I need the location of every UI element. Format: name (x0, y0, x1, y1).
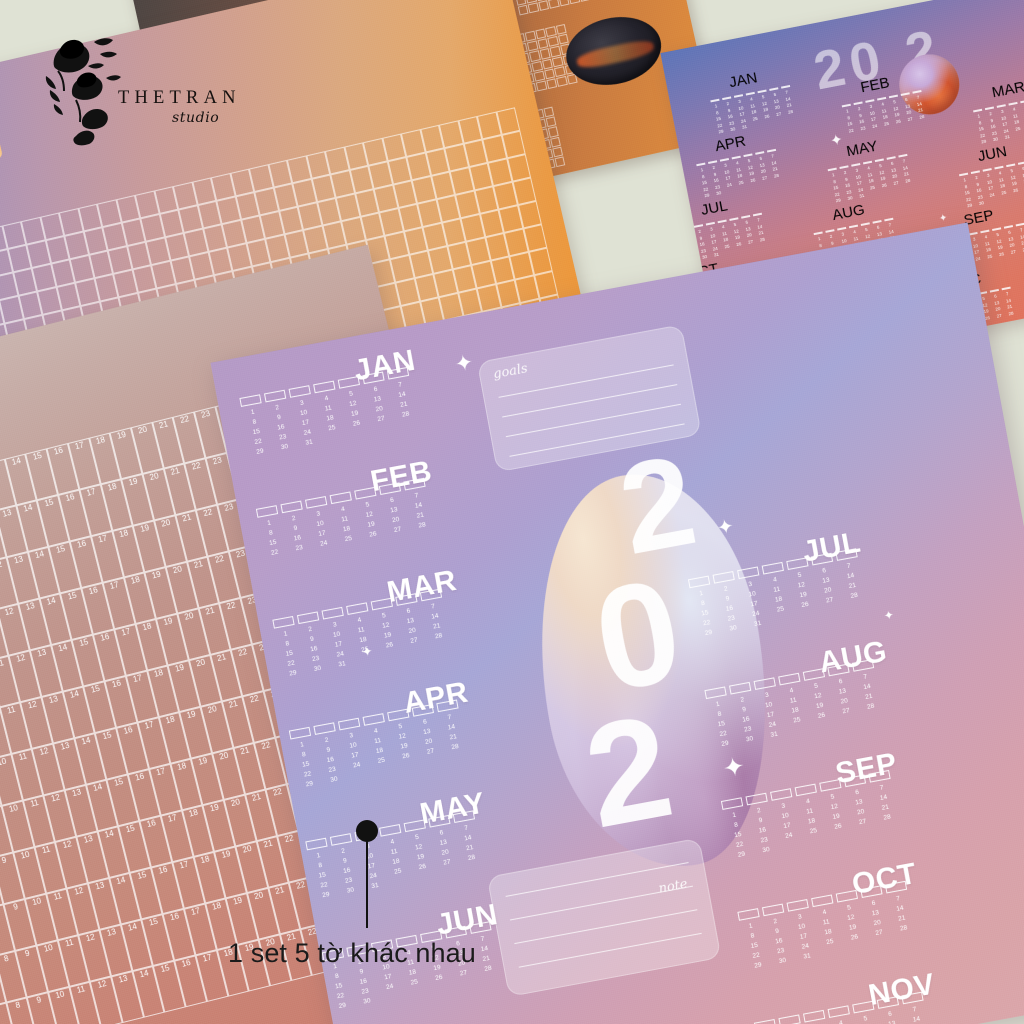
sheet-surface: 2 0 2 goals note JAN 1 8 15 22 29 2 9 16 23 30 3 10 1… (210, 222, 1024, 1024)
month-label: JUL (699, 197, 730, 220)
month-day-columns: 1 8 15 22 2 9 16 23 3 10 17 24 4 11 18 25 5 12 19 26 6 13 20 27… (841, 90, 927, 135)
caption-text: 1 set 5 tờ khác nhau (228, 938, 476, 968)
sparkle-icon: ✦ (938, 212, 949, 225)
note-panel[interactable]: note (486, 837, 722, 997)
goals-label: goals (492, 361, 529, 383)
watermark-sub: studio (172, 110, 220, 126)
month-day-columns: 1815222929162330310172431411182551219266… (305, 810, 484, 902)
sparkle-icon: ✦ (828, 131, 845, 151)
sunset-cloud-photo-ornament (0, 85, 4, 187)
month-day-columns: 1815222929162330310172441118255121926613… (753, 991, 933, 1024)
sparkle-icon: ✦ (715, 515, 736, 541)
sparkle-icon: ✦ (720, 750, 748, 784)
month-label: MAY (845, 137, 880, 161)
month-grid (507, 0, 591, 16)
sparkle-icon: ✦ (882, 607, 896, 624)
month-day-columns: 1 8 15 22 2 9 16 23 3 10 17 24 4 11 18 25 5 12 19 26 6 13 20 27… (255, 477, 434, 561)
watermark: THETRAN studio (22, 24, 242, 156)
annotation-dot (356, 820, 378, 842)
month-label: MAR (990, 78, 1024, 102)
annotation-leader-line (366, 840, 369, 928)
watermark-brand: THETRAN (118, 88, 241, 108)
rose-flower-icon (45, 38, 121, 146)
month-label: JUN (976, 142, 1009, 166)
sparkle-icon: ✦ (452, 349, 476, 378)
month-label: JAN (727, 69, 759, 92)
sparkle-icon: ✦ (360, 643, 374, 660)
calendar-sheet-pink-purple-main: 2 0 2 goals note JAN 1 8 15 22 29 2 9 16 23 30 3 10 1… (210, 222, 1024, 1024)
month-day-columns: 1815222929162330310172431411182551219266… (973, 95, 1024, 146)
